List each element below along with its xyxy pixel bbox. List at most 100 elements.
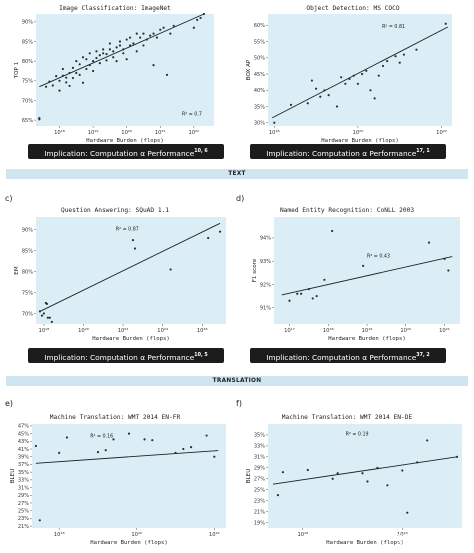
data-point: [366, 480, 369, 483]
data-point: [38, 519, 41, 522]
panel-label-c: c): [5, 194, 13, 203]
data-point: [196, 18, 199, 21]
y-tick-label: 92%: [260, 282, 271, 288]
data-point: [323, 89, 326, 92]
data-point: [202, 12, 206, 16]
y-tick-label: 35%: [18, 470, 29, 476]
x-tick-label: 10¹⁸: [39, 328, 50, 334]
data-point: [205, 434, 208, 437]
y-tick-label: 33%: [18, 478, 29, 484]
x-axis-label: Hardware Burden (flops): [328, 336, 405, 342]
data-point: [416, 461, 419, 464]
data-point: [327, 94, 330, 97]
data-point: [340, 76, 343, 79]
data-point: [218, 230, 222, 233]
y-tick-label: 23%: [18, 516, 29, 522]
y-tick-label: 35%: [254, 104, 265, 110]
data-point: [128, 36, 132, 39]
data-point: [344, 82, 347, 85]
y-tick-label: 30%: [254, 121, 265, 127]
data-point: [78, 73, 81, 77]
data-point: [128, 44, 132, 47]
chart-mscoco: Object Detection: MS COCO 30% 35% 40% 45% 50…: [246, 0, 460, 144]
data-point: [300, 292, 303, 295]
data-point: [46, 316, 49, 319]
data-point: [112, 50, 115, 53]
watermark: 知乎 @Peter: [396, 533, 462, 546]
implication-sup: 17, 1: [416, 149, 430, 154]
x-tick-label: 10¹⁹: [362, 328, 373, 334]
fit-line: [271, 26, 449, 119]
y-tick-label: 90%: [22, 227, 33, 233]
x-tick-label: 10²⁴: [157, 328, 168, 334]
data-point: [118, 40, 122, 43]
data-point: [68, 71, 71, 75]
data-point: [61, 74, 64, 77]
data-point: [172, 24, 175, 27]
data-point: [386, 59, 389, 63]
data-point: [95, 50, 98, 53]
data-point: [132, 42, 135, 45]
data-point: [315, 294, 318, 298]
implication-text: Implication: Computation α Performance: [266, 353, 417, 362]
plot-area: [32, 424, 226, 528]
data-point: [88, 52, 91, 55]
data-point: [331, 229, 334, 233]
fit-line: [39, 13, 205, 88]
data-point: [149, 34, 152, 37]
y-tick-label: 80%: [22, 59, 33, 65]
implication-box-2: Implication: Computation α Performance17…: [250, 144, 446, 159]
chart-title: Object Detection: MS COCO: [306, 5, 400, 12]
y-axis-label: BOX AP: [246, 59, 252, 80]
data-point: [373, 97, 376, 100]
data-point: [38, 310, 42, 313]
data-point: [406, 511, 409, 514]
data-point: [182, 447, 185, 451]
x-axis-label: Hardware Burden (flops): [90, 540, 167, 546]
data-point: [377, 74, 380, 77]
fit-line: [39, 222, 221, 312]
x-tick-label: 10²⁰: [121, 130, 132, 136]
y-tick-label: 27%: [254, 477, 265, 483]
data-point: [155, 36, 159, 39]
data-point: [152, 32, 155, 35]
data-point: [145, 38, 148, 41]
y-axis-label: BLEU: [246, 469, 252, 484]
data-point: [360, 72, 364, 76]
data-point: [38, 117, 41, 120]
y-tick-label: 31%: [18, 485, 29, 491]
data-point: [365, 69, 368, 72]
data-point: [151, 439, 154, 442]
data-point: [102, 52, 105, 55]
data-point: [348, 77, 351, 81]
data-point: [306, 468, 309, 472]
y-tick-label: 39%: [18, 455, 29, 461]
data-point: [112, 56, 115, 59]
panel-label-d: d): [236, 194, 245, 203]
x-tick-label: 10²⁶: [197, 328, 208, 334]
data-point: [104, 449, 107, 452]
y-tick-label: 37%: [18, 462, 29, 468]
data-point: [207, 236, 210, 240]
r-squared-label: R² = 0.16: [90, 433, 113, 439]
fit-line: [35, 450, 219, 464]
y-tick-label: 55%: [254, 39, 265, 45]
data-point: [402, 53, 406, 56]
data-point: [142, 32, 145, 35]
x-tick-label: 10²¹: [439, 328, 450, 334]
implication-sup: 10, 6: [194, 149, 208, 154]
chart-svg: 30% 35% 40% 45% 50% 55% 60% 10¹⁸ 10²⁰ 10²² Hardwar…: [246, 14, 452, 144]
data-point: [142, 44, 145, 47]
data-point: [213, 455, 216, 458]
data-point: [335, 105, 339, 108]
data-point: [71, 76, 75, 80]
r-squared-label: R² = 0.81: [382, 24, 405, 30]
fit-line: [281, 256, 453, 296]
data-point: [108, 42, 111, 45]
data-point: [376, 466, 379, 469]
x-axis-label: Hardware Burden (flops): [86, 138, 163, 144]
plot-area: [268, 14, 452, 126]
data-point: [88, 63, 91, 67]
data-point: [51, 84, 54, 87]
y-tick-label: 19%: [254, 520, 265, 526]
